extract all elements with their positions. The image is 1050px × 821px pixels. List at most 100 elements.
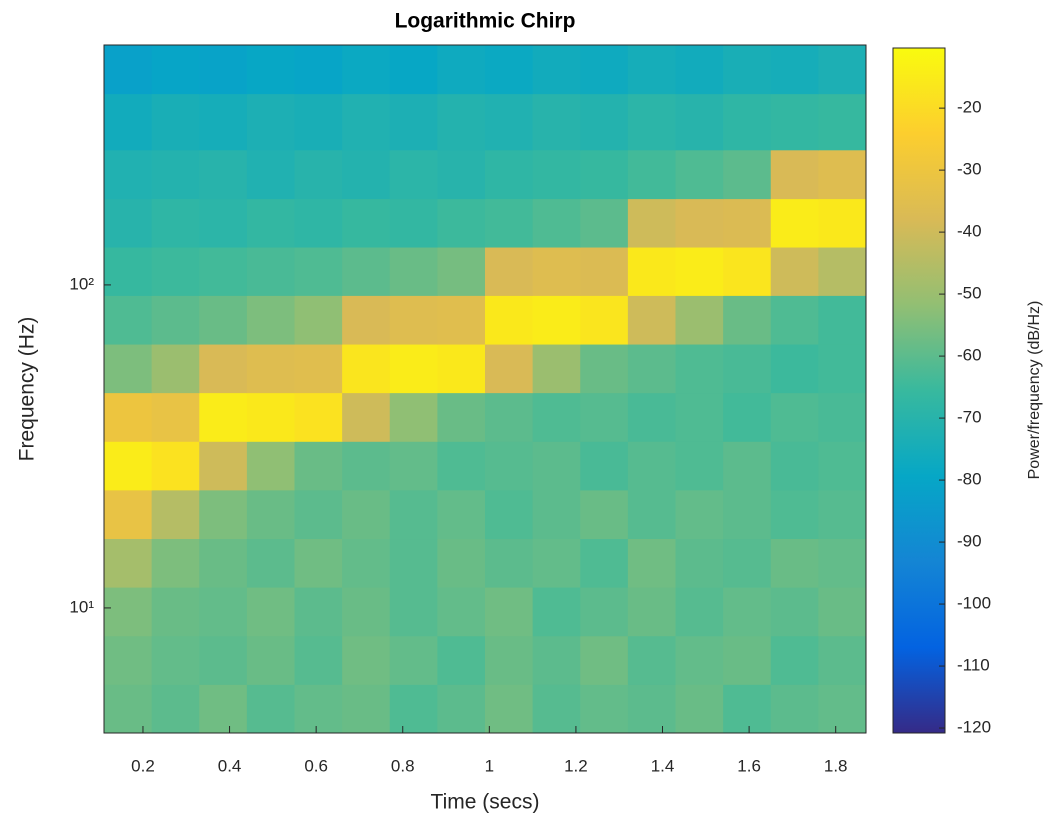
heatmap-cell	[627, 587, 676, 637]
heatmap-cell	[675, 684, 724, 734]
heatmap-cell	[342, 198, 391, 248]
heatmap-cell	[437, 247, 486, 296]
colorbar-tick-label: -90	[957, 532, 982, 551]
heatmap-cell	[485, 247, 534, 296]
heatmap-cell	[770, 198, 819, 248]
heatmap-cell	[675, 198, 724, 248]
heatmap-cell	[437, 635, 486, 685]
heatmap-cell	[580, 247, 629, 296]
heatmap-cell	[199, 538, 248, 588]
heatmap-cell	[770, 149, 819, 200]
heatmap-cell	[532, 93, 581, 151]
heatmap-cell	[437, 295, 486, 345]
heatmap-cell	[627, 441, 676, 491]
heatmap-cell	[437, 392, 486, 442]
colorbar-tick-label: -110	[957, 656, 990, 675]
heatmap-cell	[342, 149, 391, 200]
heatmap-cell	[770, 489, 819, 540]
heatmap-cell	[389, 587, 438, 637]
heatmap-cell	[151, 247, 200, 296]
heatmap-cell	[104, 295, 153, 345]
plot-frame	[103, 44, 867, 734]
heatmap-cell	[627, 538, 676, 588]
heatmap-cell	[437, 684, 486, 734]
heatmap-cell	[389, 45, 438, 95]
heatmap-cell	[580, 93, 629, 151]
heatmap-cell	[246, 684, 295, 734]
x-tick-label: 1.6	[737, 756, 761, 775]
colorbar-tick-label: -40	[957, 222, 982, 241]
heatmap-cell	[580, 489, 629, 540]
heatmap-cell	[770, 587, 819, 637]
heatmap-cell	[342, 45, 391, 95]
heatmap-cell	[104, 247, 153, 296]
heatmap-cell	[437, 45, 486, 95]
heatmap-cell	[104, 93, 153, 151]
heatmap-cell	[723, 247, 772, 296]
heatmap-cell	[199, 93, 248, 151]
heatmap-cell	[723, 489, 772, 540]
heatmap-cell	[294, 441, 343, 491]
heatmap-cell	[532, 392, 581, 442]
heatmap-cell	[199, 45, 248, 95]
colorbar-tick-label: -50	[957, 284, 982, 303]
colorbar-tick-label: -60	[957, 346, 982, 365]
heatmap-cell	[675, 45, 724, 95]
heatmap-cell	[818, 587, 867, 637]
colorbar	[892, 47, 946, 734]
heatmap-cell	[246, 635, 295, 685]
heatmap-cell	[818, 149, 867, 200]
heatmap-cell	[818, 45, 867, 95]
x-tick-label: 0.2	[131, 756, 155, 775]
heatmap-cell	[818, 635, 867, 685]
x-tick-label: 1.2	[564, 756, 588, 775]
heatmap-cell	[199, 247, 248, 296]
heatmap-cell	[246, 538, 295, 588]
heatmap-cell	[246, 587, 295, 637]
heatmap-cell	[627, 93, 676, 151]
heatmap-cell	[199, 295, 248, 345]
heatmap-cell	[770, 93, 819, 151]
heatmap-cell	[627, 247, 676, 296]
heatmap-cell	[342, 295, 391, 345]
heatmap-cell	[723, 45, 772, 95]
heatmap-cell	[532, 344, 581, 394]
heatmap-cell	[294, 489, 343, 540]
heatmap-cell	[485, 149, 534, 200]
heatmap-cell	[246, 344, 295, 394]
heatmap-cell	[199, 684, 248, 734]
heatmap-cell	[723, 93, 772, 151]
heatmap-cell	[532, 441, 581, 491]
heatmap-cell	[151, 684, 200, 734]
x-axis-label: Time (secs)	[431, 791, 540, 814]
heatmap-cell	[246, 489, 295, 540]
x-tick-label: 0.8	[391, 756, 415, 775]
heatmap-cell	[104, 441, 153, 491]
heatmap-cell	[675, 635, 724, 685]
heatmap-cell	[151, 149, 200, 200]
colorbar-tick-label: -30	[957, 160, 982, 179]
heatmap-cell	[675, 344, 724, 394]
heatmap-cell	[342, 587, 391, 637]
heatmap-cell	[437, 587, 486, 637]
heatmap-cell	[294, 149, 343, 200]
heatmap-cell	[389, 247, 438, 296]
heatmap-cell	[389, 198, 438, 248]
heatmap-cell	[246, 247, 295, 296]
heatmap-cell	[532, 635, 581, 685]
heatmap-cell	[294, 45, 343, 95]
heatmap-cell	[723, 441, 772, 491]
heatmap-cell	[770, 684, 819, 734]
heatmap-cell	[485, 538, 534, 588]
x-tick-label: 1.8	[824, 756, 848, 775]
heatmap-cell	[151, 635, 200, 685]
heatmap-cell	[342, 392, 391, 442]
heatmap-cell	[104, 587, 153, 637]
heatmap-cell	[627, 295, 676, 345]
heatmap-cell	[580, 344, 629, 394]
heatmap-cell	[627, 149, 676, 200]
x-tick-label: 1	[485, 756, 494, 775]
heatmap-cell	[627, 684, 676, 734]
heatmap-cell	[199, 392, 248, 442]
heatmap-cell	[294, 587, 343, 637]
